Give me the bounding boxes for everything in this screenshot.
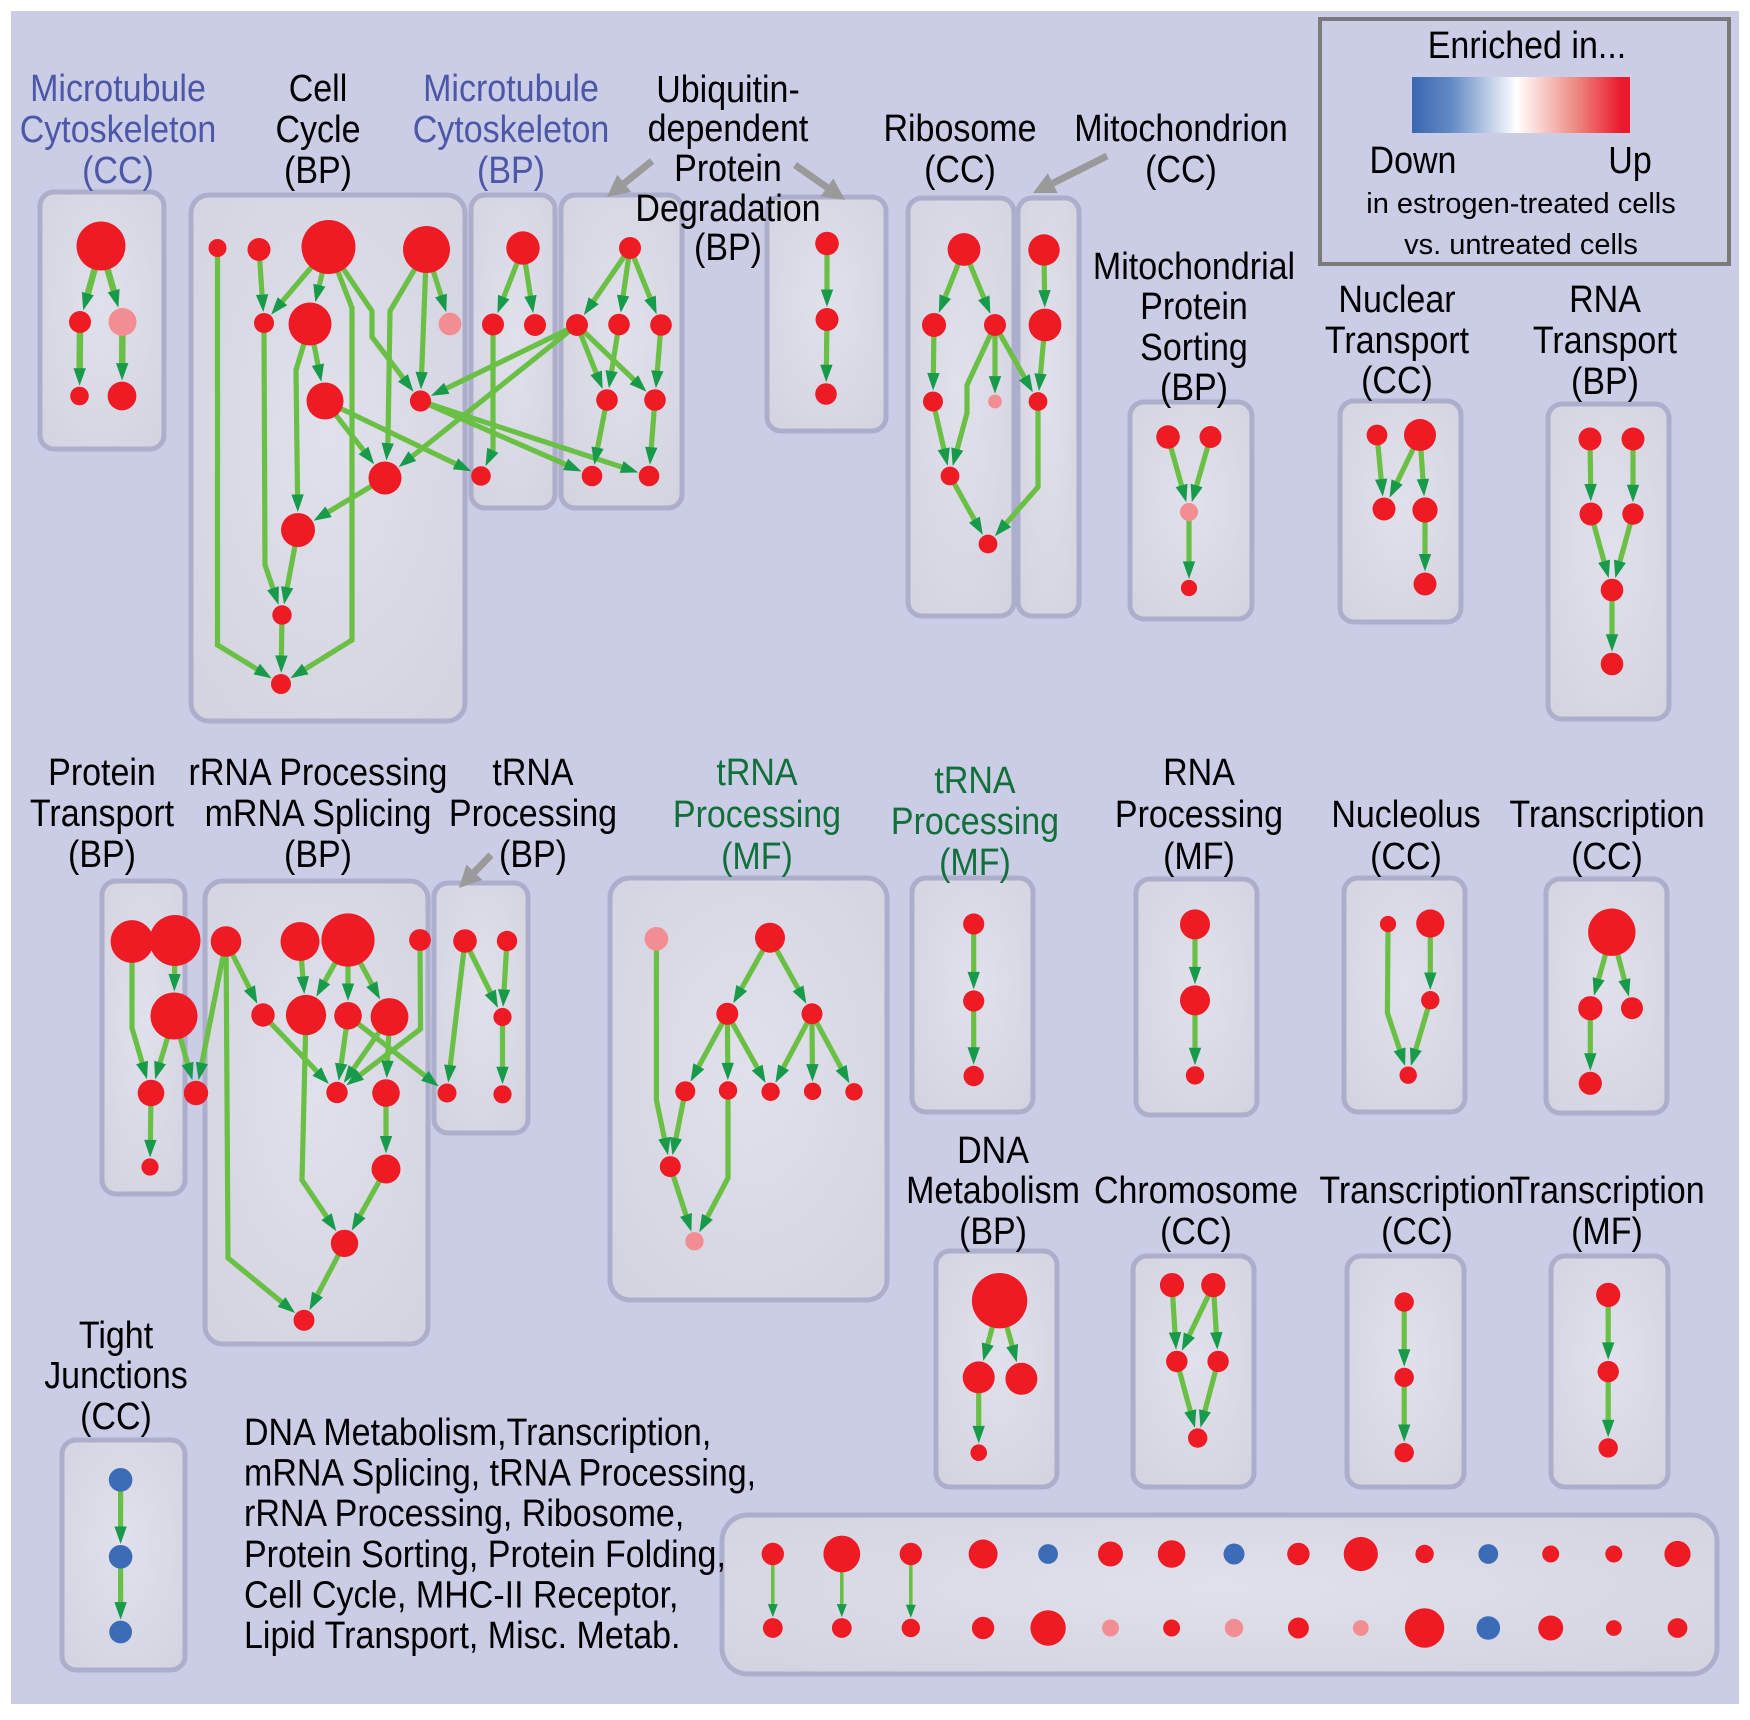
svg-text:RNA: RNA [1163,752,1235,794]
svg-text:mRNA Splicing, tRNA Processing: mRNA Splicing, tRNA Processing, [244,1453,756,1495]
svg-text:RNA: RNA [1569,279,1641,321]
svg-text:(MF): (MF) [721,836,793,878]
svg-text:Junctions: Junctions [44,1355,188,1397]
svg-text:Transcription: Transcription [1509,1170,1704,1212]
svg-text:Nuclear: Nuclear [1338,279,1455,321]
svg-text:Protein: Protein [1140,286,1248,328]
svg-text:Processing: Processing [673,794,841,836]
svg-text:(BP): (BP) [694,227,762,269]
svg-text:Protein: Protein [48,752,156,794]
svg-text:DNA: DNA [957,1130,1029,1172]
svg-text:Protein: Protein [674,148,782,190]
svg-text:Cell: Cell [289,68,348,110]
svg-text:(CC): (CC) [1381,1211,1453,1253]
svg-text:(CC): (CC) [82,150,154,192]
svg-text:Degradation: Degradation [635,188,820,230]
svg-text:Processing: Processing [891,801,1059,843]
svg-text:(MF): (MF) [1163,836,1235,878]
svg-text:Microtubule: Microtubule [30,68,206,110]
svg-text:dependent: dependent [648,108,809,150]
svg-text:tRNA: tRNA [492,752,574,794]
svg-text:Nucleolus: Nucleolus [1331,794,1480,836]
svg-text:(CC): (CC) [1361,360,1433,402]
svg-text:Up: Up [1608,140,1652,182]
svg-text:(CC): (CC) [1160,1211,1232,1253]
svg-text:(CC): (CC) [1370,836,1442,878]
svg-text:Chromosome: Chromosome [1094,1170,1298,1212]
svg-text:Transcription: Transcription [1319,1170,1514,1212]
svg-text:DNA Metabolism,Transcription,: DNA Metabolism,Transcription, [244,1412,711,1454]
svg-text:vs. untreated cells: vs. untreated cells [1404,229,1638,261]
svg-text:(BP): (BP) [959,1211,1027,1253]
svg-text:rRNA Processing: rRNA Processing [189,752,448,794]
svg-text:Mitochondrial: Mitochondrial [1093,246,1295,288]
svg-text:(BP): (BP) [477,150,545,192]
svg-text:Ubiquitin-: Ubiquitin- [656,69,800,111]
svg-text:Transport: Transport [1533,320,1678,362]
svg-text:mRNA Splicing: mRNA Splicing [205,793,432,835]
svg-text:rRNA Processing, Ribosome,: rRNA Processing, Ribosome, [244,1493,684,1535]
svg-text:(BP): (BP) [68,834,136,876]
svg-text:(CC): (CC) [1145,149,1217,191]
svg-text:(BP): (BP) [1160,367,1228,409]
svg-text:Sorting: Sorting [1140,327,1248,369]
svg-text:Ribosome: Ribosome [883,108,1036,150]
svg-text:(MF): (MF) [1571,1211,1643,1253]
svg-text:Lipid Transport, Misc. Metab.: Lipid Transport, Misc. Metab. [244,1615,681,1657]
svg-text:(BP): (BP) [284,834,352,876]
svg-text:Transport: Transport [1325,320,1470,362]
svg-text:tRNA: tRNA [716,752,798,794]
svg-text:Cytoskeleton: Cytoskeleton [413,109,610,151]
svg-text:Down: Down [1370,140,1457,182]
svg-text:Cytoskeleton: Cytoskeleton [20,109,217,151]
svg-text:Processing: Processing [1115,794,1283,836]
svg-text:Cycle: Cycle [276,109,361,151]
svg-text:Transcription: Transcription [1509,794,1704,836]
svg-text:(CC): (CC) [924,149,996,191]
svg-text:Mitochondrion: Mitochondrion [1074,108,1288,150]
svg-text:Microtubule: Microtubule [423,68,599,110]
svg-text:Tight: Tight [79,1315,154,1357]
svg-text:(CC): (CC) [80,1396,152,1438]
svg-text:tRNA: tRNA [934,760,1016,802]
svg-text:Cell Cycle, MHC-II Receptor,: Cell Cycle, MHC-II Receptor, [244,1574,679,1616]
svg-text:(MF): (MF) [939,842,1011,884]
svg-text:in estrogen-treated cells: in estrogen-treated cells [1366,188,1676,220]
svg-text:Protein Sorting, Protein Foldi: Protein Sorting, Protein Folding, [244,1534,726,1576]
svg-text:Enriched in...: Enriched in... [1428,25,1627,67]
svg-text:(BP): (BP) [499,834,567,876]
svg-text:(CC): (CC) [1571,836,1643,878]
svg-text:Transport: Transport [30,793,175,835]
svg-text:Metabolism: Metabolism [906,1170,1080,1212]
svg-text:Processing: Processing [449,793,617,835]
svg-text:(BP): (BP) [1571,361,1639,403]
svg-text:(BP): (BP) [284,150,352,192]
